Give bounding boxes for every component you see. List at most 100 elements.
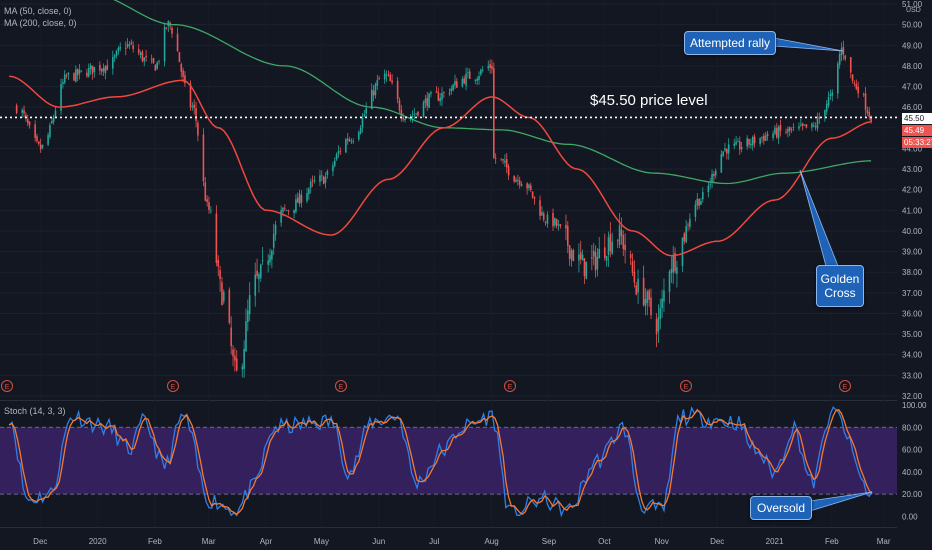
candle-body <box>184 75 186 84</box>
candle-body <box>222 291 225 302</box>
ma50-line <box>9 75 872 257</box>
candle-body <box>89 65 92 70</box>
currency-label: USD <box>906 7 921 14</box>
candle-body <box>21 110 23 113</box>
candle-body <box>840 48 843 56</box>
price-tick-label: 41.00 <box>902 206 923 215</box>
candle-body <box>618 225 621 245</box>
candle-body <box>115 51 118 57</box>
candle-body <box>851 74 854 81</box>
candle-body <box>642 277 645 305</box>
candle-body <box>163 27 166 62</box>
candle-body <box>443 92 445 94</box>
candle-body <box>838 54 841 65</box>
candle-body <box>15 105 18 113</box>
candle-body <box>583 258 586 277</box>
candle-body <box>385 74 388 76</box>
candle-body <box>798 126 800 129</box>
candle-body <box>23 109 25 114</box>
legend-ma50[interactable]: MA (50, close, 0) <box>4 6 72 16</box>
candle-body <box>572 250 575 262</box>
candle-body <box>855 84 858 89</box>
candle-body <box>727 144 730 154</box>
price-tick-label: 44.00 <box>902 144 923 153</box>
candle-body <box>193 104 195 109</box>
candle-body <box>197 122 199 136</box>
candle-body <box>759 138 761 145</box>
candle-body <box>430 92 432 94</box>
legend-ma200[interactable]: MA (200, close, 0) <box>4 18 77 28</box>
candle-body <box>814 126 817 128</box>
axes: 32.00 33.00 34.00 35.00 36.00 37.00 38.00 39.00… <box>33 0 932 550</box>
candle-body <box>779 124 782 131</box>
legend-stoch[interactable]: Stoch (14, 3, 3) <box>4 406 66 416</box>
time-tick-label: May <box>314 537 329 546</box>
candle-body <box>182 70 184 77</box>
candle-body <box>585 261 588 279</box>
price-tick-label: 36.00 <box>902 309 923 318</box>
candle-body <box>533 196 536 199</box>
candle-body <box>507 166 510 176</box>
candle-body <box>487 66 490 69</box>
candle-body <box>787 128 789 133</box>
candle-body <box>171 27 173 34</box>
candle-body <box>629 254 632 258</box>
candle-body <box>202 134 205 182</box>
candle-body <box>672 255 675 273</box>
candle-body <box>801 123 804 126</box>
candle-body <box>102 67 105 72</box>
candle-body <box>726 148 728 154</box>
candle-body <box>106 65 109 71</box>
candle-body <box>411 116 414 117</box>
price-tick-label: 50.00 <box>902 21 923 30</box>
candle-body <box>513 175 515 182</box>
candle-body <box>91 65 94 74</box>
candle-body <box>49 124 51 137</box>
candle-body <box>293 209 295 214</box>
candle-body <box>491 65 493 69</box>
candle-body <box>154 64 157 71</box>
candle-body <box>870 116 872 123</box>
candle-body <box>476 78 478 81</box>
candle-body <box>605 256 608 261</box>
candle-body <box>41 144 44 148</box>
candle-body <box>178 52 181 63</box>
candle-body <box>831 92 834 96</box>
candle-body <box>853 82 856 84</box>
candle-body <box>592 250 595 257</box>
candle-body <box>722 151 724 157</box>
candle-body <box>284 207 286 209</box>
candle-body <box>452 84 454 91</box>
candle-body <box>204 182 207 201</box>
candles <box>15 20 872 378</box>
candle-body <box>542 213 545 220</box>
candle-body <box>143 57 146 62</box>
candle-body <box>720 154 723 173</box>
candle-body <box>463 78 466 84</box>
candle-body <box>313 180 316 182</box>
candle-body <box>259 264 262 279</box>
candle-body <box>361 117 364 128</box>
candle-body <box>694 204 697 217</box>
candle-body <box>230 327 232 347</box>
candle-body <box>104 65 107 74</box>
candle-body <box>624 244 626 251</box>
candle-body <box>126 43 129 48</box>
candle-body <box>772 133 774 138</box>
candle-body <box>47 135 49 145</box>
candle-body <box>565 224 567 229</box>
candle-body <box>321 175 323 177</box>
earnings-marker-label: E <box>5 384 10 391</box>
stoch-lines <box>8 406 873 518</box>
price-tick-label: 42.00 <box>902 186 923 195</box>
candle-body <box>100 69 103 72</box>
candle-body <box>132 45 134 50</box>
candle-body <box>637 278 639 293</box>
candle-body <box>296 197 299 203</box>
candle-body <box>648 290 650 300</box>
stoch-k-line <box>8 406 873 518</box>
candle-body <box>235 358 238 371</box>
time-tick-label: Mar <box>877 537 891 546</box>
candle-body <box>676 267 678 274</box>
candle-body <box>775 127 778 138</box>
